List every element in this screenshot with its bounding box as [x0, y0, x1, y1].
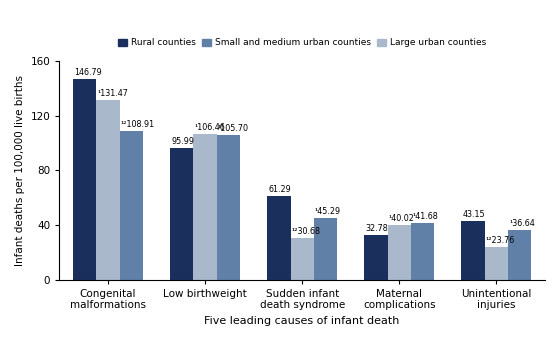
Text: ¹²30.68: ¹²30.68 [292, 227, 321, 236]
Text: ¹45.29: ¹45.29 [315, 207, 341, 216]
Bar [411, 223, 434, 280]
Text: 61.29: 61.29 [268, 185, 291, 194]
Bar [291, 238, 314, 280]
Text: 32.78: 32.78 [366, 224, 388, 233]
Text: 43.15: 43.15 [463, 210, 486, 219]
Bar [365, 235, 388, 280]
Bar [119, 131, 143, 280]
Bar [73, 79, 96, 280]
Legend: Rural counties, Small and medium urban counties, Large urban counties: Rural counties, Small and medium urban c… [115, 35, 489, 51]
X-axis label: Five leading causes of infant death: Five leading causes of infant death [204, 316, 400, 326]
Text: 146.79: 146.79 [74, 68, 102, 77]
Text: ¹41.68: ¹41.68 [412, 212, 438, 221]
Bar [170, 148, 193, 280]
Bar [193, 134, 217, 280]
Y-axis label: Infant deaths per 100,000 live births: Infant deaths per 100,000 live births [15, 75, 25, 266]
Bar [267, 196, 291, 280]
Bar [508, 230, 531, 280]
Bar [461, 221, 485, 280]
Text: ¹36.64: ¹36.64 [509, 219, 535, 228]
Bar [96, 100, 119, 280]
Bar [388, 225, 411, 280]
Bar [314, 218, 337, 280]
Bar [217, 135, 240, 280]
Text: ¹²108.91: ¹²108.91 [121, 120, 155, 129]
Text: ¹131.47: ¹131.47 [97, 89, 128, 98]
Text: ¹²23.76: ¹²23.76 [486, 236, 515, 245]
Text: ¹106.46: ¹106.46 [194, 123, 225, 132]
Text: ¹40.02: ¹40.02 [389, 214, 415, 223]
Text: 95.99: 95.99 [171, 137, 194, 146]
Text: ¹105.70: ¹105.70 [218, 124, 249, 133]
Bar [485, 247, 508, 280]
